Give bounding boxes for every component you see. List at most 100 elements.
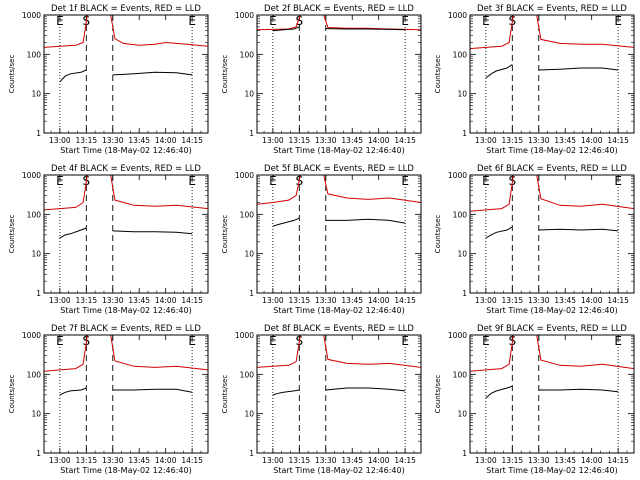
y-tick-label: 1000: [235, 331, 254, 340]
x-tick-label: 14:15: [607, 296, 629, 305]
x-axis-label: Start Time (18-May-02 12:46:40): [486, 466, 617, 475]
y-tick-label: 10: [244, 90, 254, 99]
panel-1: Det 1f BLACK = Events, RED = LLD Counts/s…: [8, 4, 209, 155]
series-lld: [44, 335, 208, 372]
x-tick-label: 13:30: [315, 296, 337, 305]
series-events-post: [325, 387, 406, 392]
y-tick-label: 10: [244, 410, 254, 419]
x-tick-label: 13:00: [475, 136, 497, 145]
panel-7: Det 7f BLACK = Events, RED = LLD Counts/s…: [8, 324, 209, 475]
panel-title: Det 5f BLACK = Events, RED = LLD: [264, 164, 414, 174]
x-tick-label: 14:00: [155, 296, 177, 305]
x-tick-label: 14:00: [368, 296, 390, 305]
x-axis-label: Start Time (18-May-02 12:46:40): [273, 466, 404, 475]
y-tick-label: 100: [27, 210, 42, 219]
marker-label: E: [188, 334, 196, 348]
series-events-pre: [272, 26, 300, 32]
x-tick-label: 14:15: [181, 456, 203, 465]
x-tick-label: 13:30: [315, 456, 337, 465]
x-tick-label: 13:30: [315, 136, 337, 145]
x-tick-label: 13:15: [76, 296, 98, 305]
x-tick-label: 13:15: [76, 456, 98, 465]
series-lld: [470, 335, 634, 372]
x-tick-label: 13:30: [102, 296, 124, 305]
y-tick-label: 10: [31, 90, 41, 99]
x-tick-label: 13:00: [262, 296, 284, 305]
series-events-pre: [272, 217, 300, 227]
x-axis-label: Start Time (18-May-02 12:46:40): [60, 466, 191, 475]
panel-title: Det 7f BLACK = Events, RED = LLD: [51, 324, 201, 334]
marker-label: E: [614, 334, 622, 348]
y-axis-label: Counts/sec: [8, 215, 16, 254]
x-tick-label: 14:15: [607, 456, 629, 465]
x-tick-label: 14:00: [368, 136, 390, 145]
plot-frame: [469, 174, 635, 294]
series-events-pre: [272, 389, 300, 396]
x-tick-label: 13:45: [554, 296, 576, 305]
y-tick-label: 100: [27, 50, 42, 59]
y-tick-label: 1: [36, 449, 41, 458]
x-tick-label: 14:00: [581, 136, 603, 145]
series-events-post: [112, 388, 193, 393]
x-tick-label: 13:00: [262, 136, 284, 145]
marker-label: E: [401, 174, 409, 188]
panel-2: Det 2f BLACK = Events, RED = LLD Counts/s…: [221, 4, 422, 155]
x-tick-label: 14:00: [155, 136, 177, 145]
y-tick-label: 1000: [22, 331, 41, 340]
y-tick-label: 1: [36, 289, 41, 298]
series-events-post: [325, 28, 406, 31]
plot-frame: [43, 14, 209, 134]
y-tick-label: 1: [249, 289, 254, 298]
panel-title: Det 4f BLACK = Events, RED = LLD: [51, 164, 201, 174]
x-tick-label: 13:15: [289, 136, 311, 145]
panel-4: Det 4f BLACK = Events, RED = LLD Counts/s…: [8, 164, 209, 315]
x-tick-label: 13:45: [341, 296, 363, 305]
x-tick-label: 13:30: [102, 456, 124, 465]
y-tick-label: 1000: [22, 11, 41, 20]
y-tick-label: 1: [249, 449, 254, 458]
marker-label: S: [296, 14, 304, 28]
x-tick-label: 13:00: [475, 296, 497, 305]
x-axis-label: Start Time (18-May-02 12:46:40): [60, 146, 191, 155]
x-tick-label: 13:15: [289, 296, 311, 305]
x-axis-label: Start Time (18-May-02 12:46:40): [486, 146, 617, 155]
panel-title: Det 6f BLACK = Events, RED = LLD: [477, 164, 627, 174]
x-tick-label: 13:15: [502, 456, 524, 465]
x-tick-label: 13:00: [49, 296, 71, 305]
y-tick-label: 1000: [448, 331, 467, 340]
panel-3: Det 3f BLACK = Events, RED = LLD Counts/s…: [434, 4, 635, 155]
x-tick-label: 13:45: [554, 136, 576, 145]
y-axis-label: Counts/sec: [434, 215, 442, 254]
series-lld: [257, 175, 421, 205]
series-events-pre: [59, 387, 87, 396]
series-events-post: [538, 388, 619, 393]
panel-8: Det 8f BLACK = Events, RED = LLD Counts/s…: [221, 324, 422, 475]
x-tick-label: 14:00: [155, 456, 177, 465]
panel-title: Det 9f BLACK = Events, RED = LLD: [477, 324, 627, 334]
y-tick-label: 1: [249, 129, 254, 138]
marker-label: E: [614, 14, 622, 28]
marker-label: E: [188, 14, 196, 28]
x-tick-label: 13:45: [128, 456, 150, 465]
series-lld: [44, 15, 208, 48]
marker-label: E: [56, 174, 64, 188]
series-events-post: [112, 230, 193, 235]
plot-frame: [469, 14, 635, 134]
y-tick-label: 1000: [448, 11, 467, 20]
y-tick-label: 1000: [448, 171, 467, 180]
y-tick-label: 100: [240, 210, 255, 219]
marker-label: E: [56, 334, 64, 348]
marker-label: E: [482, 14, 490, 28]
marker-label: E: [401, 334, 409, 348]
y-axis-label: Counts/sec: [434, 55, 442, 94]
x-tick-label: 14:00: [368, 456, 390, 465]
y-tick-label: 100: [453, 210, 468, 219]
x-tick-label: 14:15: [607, 136, 629, 145]
x-tick-label: 13:15: [502, 296, 524, 305]
series-events-post: [538, 67, 619, 71]
y-tick-label: 1: [462, 449, 467, 458]
series-lld: [257, 335, 421, 368]
marker-label: E: [56, 14, 64, 28]
y-axis-label: Counts/sec: [434, 375, 442, 414]
x-tick-label: 14:00: [581, 456, 603, 465]
